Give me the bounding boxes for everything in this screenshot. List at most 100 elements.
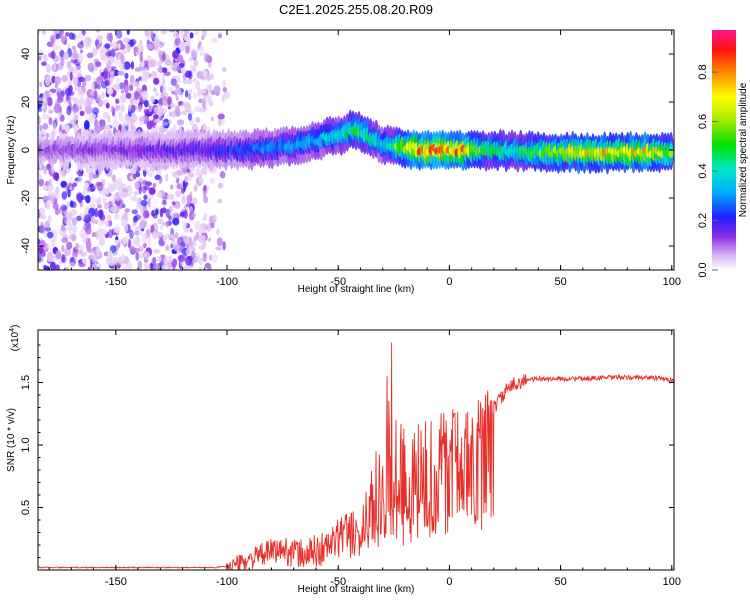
- noise-point: [160, 127, 168, 133]
- noise-point: [75, 242, 80, 250]
- noise-point: [141, 234, 147, 244]
- noise-point: [188, 57, 194, 62]
- noise-point: [198, 98, 203, 103]
- noise-point: [192, 66, 197, 73]
- noise-point: [176, 65, 181, 72]
- noise-point: [112, 120, 120, 128]
- noise-point: [162, 199, 167, 205]
- noise-point: [38, 197, 42, 205]
- noise-point: [117, 176, 123, 185]
- noise-point: [92, 48, 97, 56]
- noise-point: [151, 71, 158, 79]
- noise-point: [169, 102, 176, 109]
- noise-point: [54, 264, 60, 270]
- noise-point: [90, 196, 97, 204]
- noise-point: [194, 105, 201, 113]
- noise-point: [120, 254, 126, 262]
- noise-point: [148, 60, 156, 68]
- noise-point: [82, 30, 86, 36]
- noise-point: [115, 98, 120, 104]
- noise-point: [108, 49, 116, 58]
- noise-point: [90, 185, 96, 192]
- noise-point: [39, 224, 45, 234]
- noise-point: [64, 124, 70, 133]
- spectral-ridge: [38, 109, 674, 175]
- noise-point: [130, 113, 138, 123]
- noise-point: [160, 42, 165, 47]
- noise-point: [66, 212, 73, 222]
- noise-point: [132, 81, 140, 87]
- noise-point: [43, 54, 48, 62]
- noise-point: [103, 67, 109, 78]
- noise-point: [69, 176, 73, 184]
- noise-point: [38, 107, 42, 112]
- noise-point: [61, 205, 67, 212]
- noise-point: [127, 104, 132, 113]
- noise-point: [177, 236, 184, 246]
- colorbar-tick-label: 0.2: [697, 213, 709, 228]
- noise-point: [106, 87, 114, 95]
- noise-point: [183, 35, 192, 42]
- spectrum-x-tick-label: -50: [330, 276, 346, 288]
- noise-point: [159, 224, 164, 231]
- noise-point: [193, 235, 197, 242]
- noise-point: [61, 75, 68, 83]
- noise-point: [195, 80, 201, 90]
- noise-point: [103, 251, 109, 257]
- noise-point: [206, 93, 212, 104]
- noise-point: [84, 41, 91, 49]
- noise-point: [132, 247, 141, 253]
- noise-point: [48, 168, 52, 175]
- noise-point: [147, 197, 151, 208]
- noise-point: [117, 43, 121, 49]
- noise-point: [56, 44, 62, 52]
- noise-point: [71, 251, 78, 258]
- noise-point: [172, 258, 178, 267]
- noise-point: [137, 104, 142, 113]
- noise-point: [78, 97, 86, 106]
- noise-point: [97, 204, 102, 209]
- noise-point: [95, 61, 102, 68]
- noise-point: [47, 251, 53, 261]
- noise-point: [173, 124, 177, 130]
- noise-point: [120, 54, 125, 64]
- noise-point: [165, 220, 169, 228]
- noise-point: [165, 208, 171, 218]
- noise-point: [165, 173, 169, 182]
- noise-point: [49, 91, 53, 97]
- noise-point: [168, 30, 176, 33]
- noise-point: [105, 187, 110, 196]
- noise-point: [195, 169, 202, 178]
- noise-point: [94, 207, 98, 218]
- noise-point: [98, 36, 102, 45]
- noise-point: [89, 89, 96, 97]
- noise-point: [43, 166, 48, 175]
- noise-point: [162, 51, 166, 62]
- noise-point: [175, 190, 182, 198]
- noise-point: [161, 73, 165, 82]
- noise-point: [198, 178, 205, 183]
- noise-point: [105, 102, 110, 109]
- noise-point: [106, 32, 112, 42]
- noise-point: [121, 219, 128, 227]
- noise-point: [55, 33, 60, 40]
- noise-point: [195, 30, 199, 37]
- noise-point: [157, 60, 163, 66]
- snr-multiplier-base: (x10: [10, 331, 21, 351]
- noise-point: [154, 92, 159, 97]
- noise-point: [185, 202, 191, 208]
- noise-point: [93, 90, 98, 100]
- ridge-cell: [668, 149, 674, 158]
- noise-point: [80, 40, 84, 45]
- noise-point: [109, 70, 115, 75]
- spectrum-y-ticks: -40 -20 0 20 40: [20, 48, 674, 254]
- noise-point: [169, 205, 173, 214]
- noise-point: [156, 192, 162, 198]
- noise-point: [48, 117, 53, 125]
- noise-point: [154, 124, 159, 134]
- snr-x-tick-label: 50: [554, 576, 566, 588]
- noise-point: [54, 76, 62, 85]
- noise-point: [216, 237, 223, 247]
- snr-multiplier-exp: 4: [9, 328, 16, 332]
- noise-point: [113, 114, 118, 121]
